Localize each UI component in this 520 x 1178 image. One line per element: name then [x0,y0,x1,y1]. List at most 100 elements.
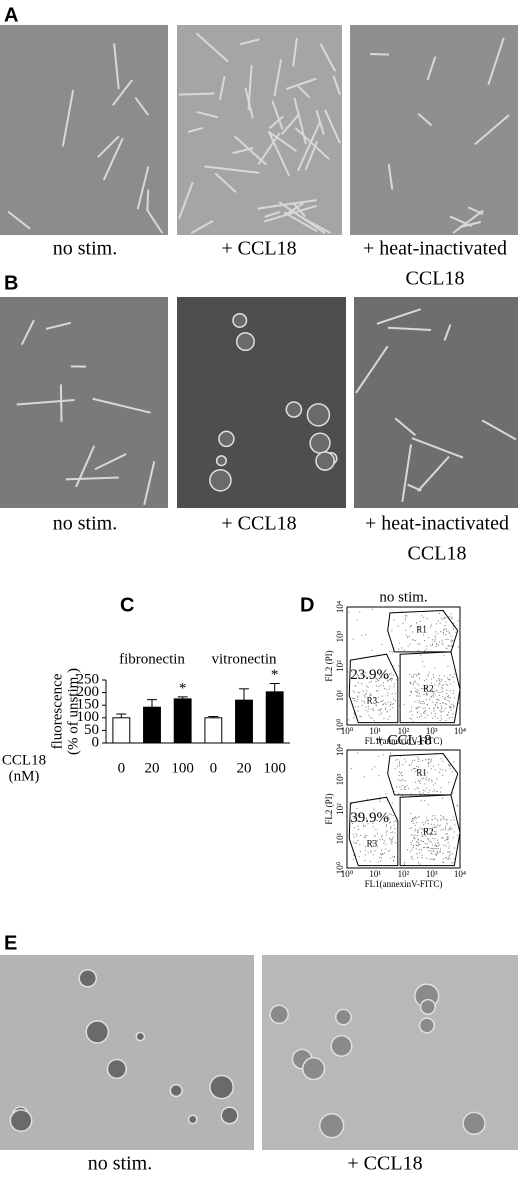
event-dot [395,819,397,821]
event-dot [426,645,428,647]
event-dot [409,673,411,675]
event-dot [389,839,391,841]
event-dot [353,698,355,700]
event-dot [425,686,427,688]
bar [112,717,131,744]
event-dot [370,850,372,852]
event-dot [409,682,411,684]
event-dot [419,844,421,846]
event-dot [456,805,458,807]
event-dot [379,838,381,840]
event-dot [410,692,412,694]
event-dot [367,711,369,713]
event-dot [432,686,434,688]
event-dot [412,639,414,641]
event-dot [371,768,373,770]
event-dot [374,850,376,852]
event-dot [355,833,357,835]
event-dot [405,629,407,631]
event-dot [432,838,434,840]
cell-process [452,209,484,234]
event-dot [353,841,355,843]
event-dot [359,851,361,853]
event-dot [434,789,436,791]
event-dot [421,833,423,835]
event-dot [404,786,406,788]
event-dot [430,712,432,714]
event-dot [426,618,428,620]
event-dot [367,686,369,688]
event-dot [376,846,378,848]
panel-label: D [300,594,314,616]
event-dot [452,792,454,794]
image-background [354,297,518,508]
y-tick-label: 0 [92,734,100,750]
event-dot [410,718,412,720]
image-background [0,297,168,508]
event-dot [387,701,389,703]
event-dot [422,703,424,705]
event-dot [434,684,436,686]
cell [319,1113,345,1139]
bar [204,717,223,744]
event-dot [435,827,437,829]
event-dot [453,761,455,763]
event-dot [369,681,371,683]
event-dot [378,685,380,687]
event-dot [448,700,450,702]
event-dot [434,715,436,717]
event-dot [358,828,360,830]
event-dot [389,679,391,681]
event-dot [392,838,394,840]
event-dot [426,694,428,696]
cell [306,403,331,427]
event-dot [356,808,358,810]
event-dot [446,689,448,691]
event-dot [427,779,429,781]
event-dot [415,844,417,846]
event-dot [371,680,373,682]
event-dot [447,638,449,640]
caption: CCL18 [408,543,467,565]
event-dot [427,803,429,805]
event-dot [437,824,439,826]
event-dot [445,647,447,649]
event-dot [433,834,435,836]
event-dot [452,692,454,694]
event-dot [448,711,450,713]
y-tick-label: 10² [335,660,345,672]
event-dot [452,716,454,718]
event-dot [439,710,441,712]
event-dot [414,759,416,761]
event-dot [354,684,356,686]
event-dot [447,835,449,837]
cell-process [218,76,226,101]
event-dot [422,822,424,824]
event-dot [404,619,406,621]
event-dot [448,855,450,857]
event-dot [403,788,405,790]
percent-label: 23.9% [350,667,389,683]
cell [218,430,235,448]
event-dot [426,694,428,696]
event-dot [419,695,421,697]
event-dot [447,679,449,681]
event-dot [389,857,391,859]
cell [78,968,98,988]
event-dot [415,848,417,850]
event-dot [358,856,360,858]
cell-process [257,199,317,210]
event-dot [432,717,434,719]
event-dot [410,793,412,795]
event-dot [416,852,418,854]
event-dot [393,683,395,685]
event-dot [443,675,445,677]
significance-mark: * [179,680,187,696]
event-dot [389,673,391,675]
event-dot [396,679,398,681]
event-dot [371,674,373,676]
event-dot [354,706,356,708]
event-dot [417,695,419,697]
event-dot [420,793,422,795]
event-dot [448,717,450,719]
